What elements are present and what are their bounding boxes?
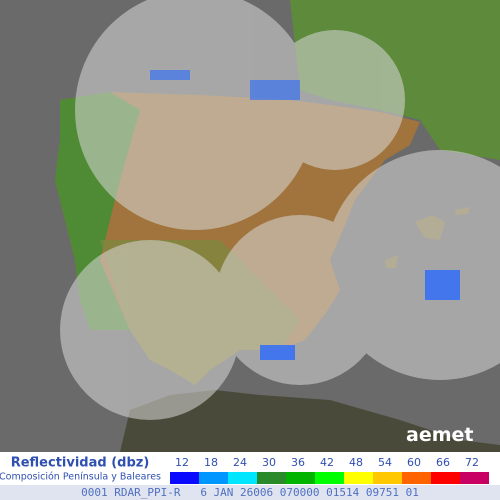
legend-tick-label: 48 (349, 456, 363, 469)
legend-tick-label: 54 (378, 456, 392, 469)
legend-tick-label: 36 (291, 456, 305, 469)
legend-swatch (315, 472, 344, 484)
radar-circle (60, 240, 240, 420)
legend-tick-label: 30 (262, 456, 276, 469)
echo (260, 345, 295, 360)
legend-swatch (373, 472, 402, 484)
legend-subtitle: Composición Península y Baleares (0, 472, 161, 483)
logo-text: aemet (406, 424, 474, 446)
radar-circle (265, 30, 405, 170)
radar-echoes (150, 70, 460, 360)
legend: Reflectividad (dbz) Composición Penínsul… (0, 452, 500, 500)
radar-coverage (60, 0, 500, 420)
africa (120, 390, 500, 452)
echo (425, 270, 460, 300)
legend-tick-label: 60 (407, 456, 421, 469)
legend-swatch (402, 472, 431, 484)
legend-tick-label: 72 (465, 456, 479, 469)
logo: aemet (406, 424, 473, 446)
legend-swatch (199, 472, 228, 484)
footer-code: 0001 RDAR_PPI-R 6 JAN 26006 070000 01514… (81, 486, 419, 499)
legend-tick-label: 66 (436, 456, 450, 469)
legend-swatch (460, 472, 489, 484)
echo (250, 80, 300, 100)
legend-swatch (431, 472, 460, 484)
legend-tick-label: 24 (233, 456, 247, 469)
radar-map (0, 0, 500, 452)
legend-swatch (228, 472, 257, 484)
footer-bar (0, 485, 500, 500)
radar-circle (215, 215, 385, 385)
legend-tick-label: 18 (204, 456, 218, 469)
echo (150, 70, 190, 80)
legend-swatch (286, 472, 315, 484)
legend-title: Reflectividad (dbz) (11, 456, 150, 471)
legend-swatch (257, 472, 286, 484)
legend-swatch (344, 472, 373, 484)
legend-swatch (170, 472, 199, 484)
radar-circle (75, 0, 315, 230)
legend-tick-label: 12 (175, 456, 189, 469)
legend-tick-label: 42 (320, 456, 334, 469)
